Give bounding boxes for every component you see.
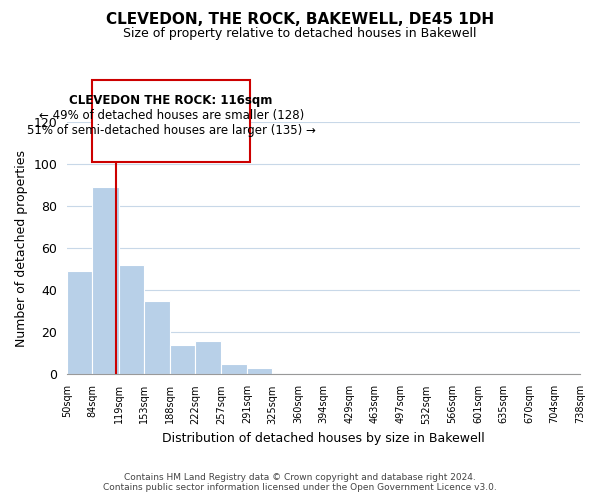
X-axis label: Distribution of detached houses by size in Bakewell: Distribution of detached houses by size …: [162, 432, 485, 445]
Y-axis label: Number of detached properties: Number of detached properties: [15, 150, 28, 346]
FancyBboxPatch shape: [92, 80, 250, 162]
Text: CLEVEDON, THE ROCK, BAKEWELL, DE45 1DH: CLEVEDON, THE ROCK, BAKEWELL, DE45 1DH: [106, 12, 494, 28]
Bar: [247, 368, 272, 374]
Text: Size of property relative to detached houses in Bakewell: Size of property relative to detached ho…: [123, 28, 477, 40]
Text: Contains HM Land Registry data © Crown copyright and database right 2024.
Contai: Contains HM Land Registry data © Crown c…: [103, 473, 497, 492]
Bar: [170, 345, 196, 374]
Text: CLEVEDON THE ROCK: 116sqm: CLEVEDON THE ROCK: 116sqm: [70, 94, 273, 108]
Bar: [144, 300, 170, 374]
Bar: [196, 340, 221, 374]
Text: 51% of semi-detached houses are larger (135) →: 51% of semi-detached houses are larger (…: [27, 124, 316, 137]
Bar: [119, 265, 144, 374]
Text: ← 49% of detached houses are smaller (128): ← 49% of detached houses are smaller (12…: [38, 109, 304, 122]
Bar: [67, 271, 92, 374]
Bar: [221, 364, 247, 374]
Bar: [92, 187, 119, 374]
